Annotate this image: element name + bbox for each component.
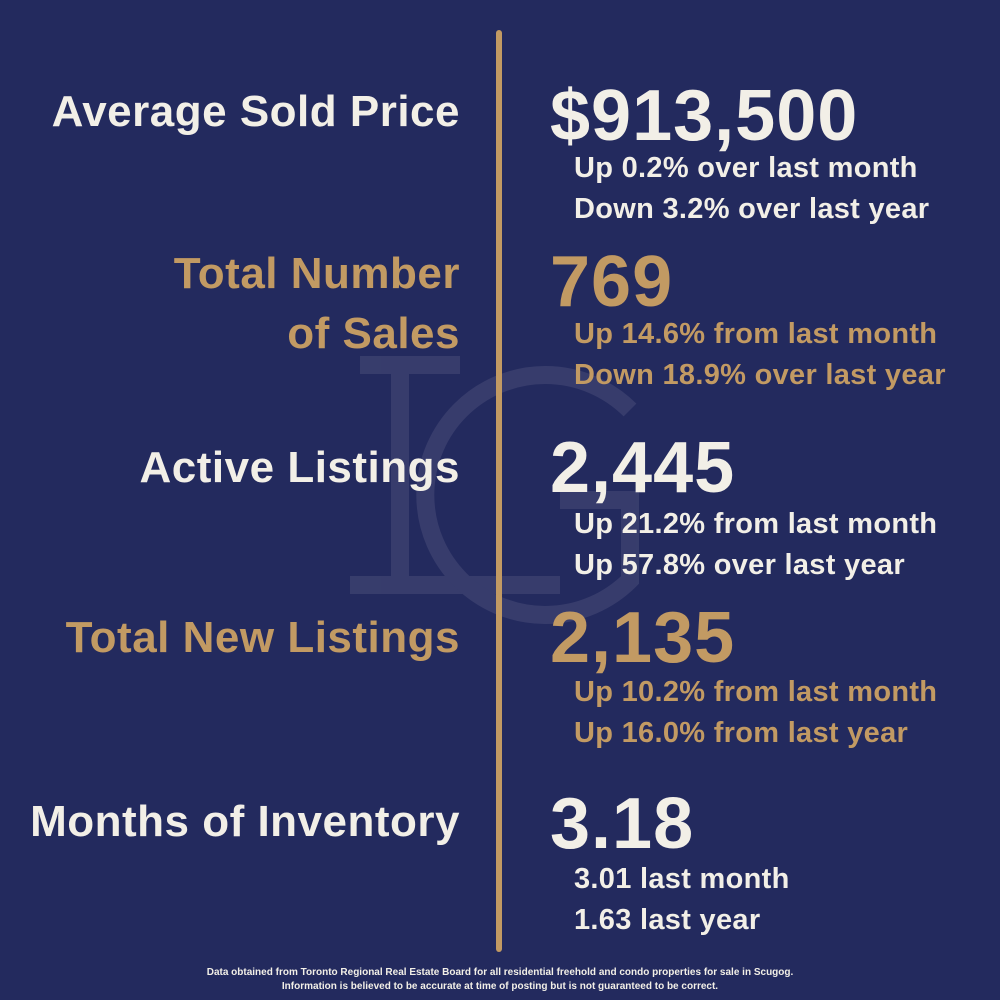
months-of-inventory-value: 3.18 (550, 784, 695, 864)
total-sales-yearly-change: Down 18.9% over last year (574, 359, 946, 391)
new-listings-monthly-change: Up 10.2% from last month (574, 676, 938, 708)
active-listings-label: Active Listings (139, 443, 460, 492)
months-of-inventory-last-month: 3.01 last month (574, 863, 790, 895)
total-sales-value: 769 (550, 242, 674, 322)
lg-monogram-icon (350, 356, 639, 624)
average-sold-price-value: $913,500 (550, 76, 859, 156)
new-listings-value: 2,135 (550, 598, 736, 678)
vertical-divider (496, 30, 502, 952)
disclaimer-line1: Data obtained from Toronto Regional Real… (206, 967, 794, 978)
average-sold-price-yearly-change: Down 3.2% over last year (574, 193, 930, 225)
active-listings-monthly-change: Up 21.2% from last month (574, 508, 938, 540)
total-sales-label-line2: of Sales (287, 309, 460, 358)
disclaimer-line2: Information is believed to be accurate a… (281, 981, 719, 992)
active-listings-yearly-change: Up 57.8% over last year (574, 549, 905, 581)
total-sales-monthly-change: Up 14.6% from last month (574, 318, 938, 350)
new-listings-yearly-change: Up 16.0% from last year (574, 717, 909, 749)
months-of-inventory-label: Months of Inventory (30, 797, 460, 846)
average-sold-price-monthly-change: Up 0.2% over last month (574, 152, 918, 184)
disclaimer-footer: Data obtained from Toronto Regional Real… (0, 966, 1000, 994)
months-of-inventory-last-year: 1.63 last year (574, 904, 761, 936)
average-sold-price-label: Average Sold Price (51, 87, 460, 136)
new-listings-label: Total New Listings (65, 613, 460, 662)
active-listings-value: 2,445 (550, 428, 736, 508)
total-sales-label-line1: Total Number (173, 249, 460, 298)
